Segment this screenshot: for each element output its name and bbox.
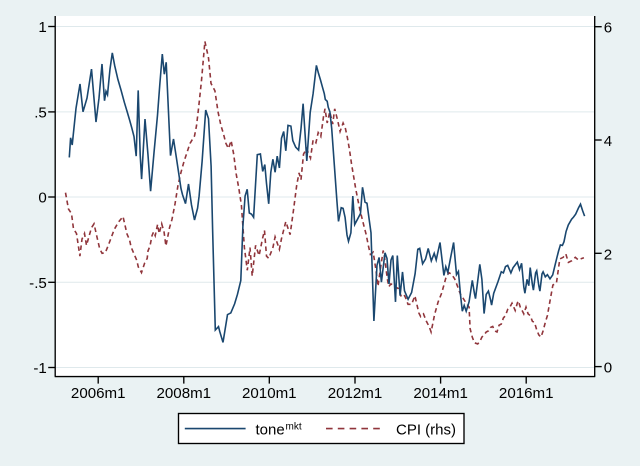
svg-text:mkt: mkt xyxy=(286,422,302,433)
svg-text:6: 6 xyxy=(604,20,612,37)
svg-text:2010m1: 2010m1 xyxy=(242,385,297,402)
svg-text:2014m1: 2014m1 xyxy=(413,385,468,402)
svg-text:-1: -1 xyxy=(33,360,46,377)
svg-text:2006m1: 2006m1 xyxy=(71,385,126,402)
svg-text:1: 1 xyxy=(38,19,46,36)
svg-text:0: 0 xyxy=(604,360,612,377)
svg-text:CPI (rhs): CPI (rhs) xyxy=(396,422,456,439)
svg-text:2: 2 xyxy=(604,246,612,263)
svg-text:-.5: -.5 xyxy=(29,275,47,292)
svg-text:2012m1: 2012m1 xyxy=(328,385,383,402)
svg-text:.5: .5 xyxy=(34,105,47,122)
svg-text:4: 4 xyxy=(604,133,612,150)
svg-text:2008m1: 2008m1 xyxy=(157,385,212,402)
svg-text:2016m1: 2016m1 xyxy=(499,385,554,402)
svg-text:0: 0 xyxy=(38,190,46,207)
svg-text:tone: tone xyxy=(256,422,285,439)
